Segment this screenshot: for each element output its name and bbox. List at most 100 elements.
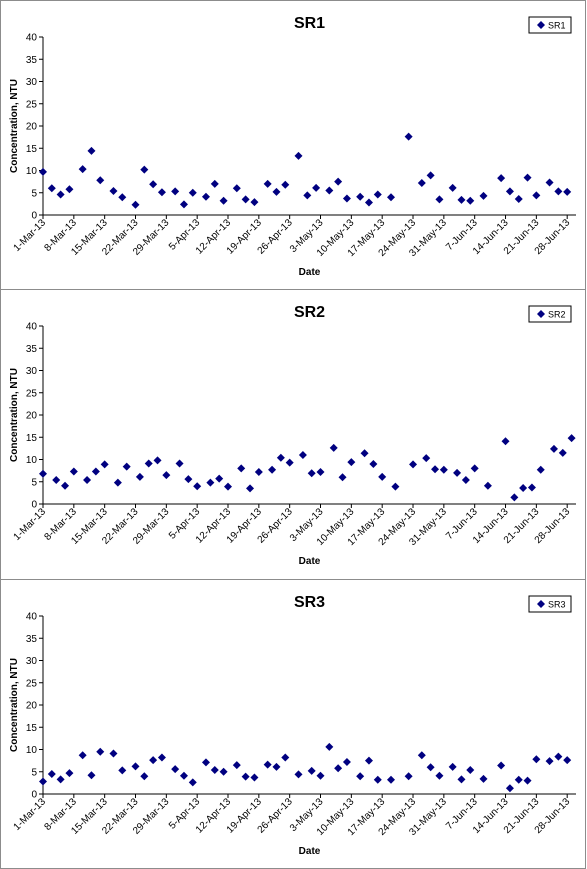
data-point (334, 764, 343, 773)
data-point (140, 165, 149, 174)
data-point (404, 772, 413, 781)
data-point (347, 458, 356, 467)
y-tick-label: 25 (26, 99, 38, 110)
data-point (356, 772, 365, 781)
data-point (356, 192, 365, 201)
data-point (373, 190, 382, 199)
data-point (201, 758, 210, 767)
y-tick-label: 30 (26, 77, 38, 88)
data-point (157, 188, 166, 197)
data-point (193, 482, 202, 491)
data-point (527, 483, 536, 492)
data-point (131, 762, 140, 771)
data-point (215, 474, 224, 483)
data-point (312, 183, 321, 192)
data-point (545, 178, 554, 187)
data-point (426, 171, 435, 180)
data-point (118, 193, 127, 202)
legend-marker (537, 21, 545, 29)
data-point (448, 183, 457, 192)
data-point (342, 194, 351, 203)
data-point (435, 771, 444, 780)
legend-label: SR1 (548, 21, 566, 31)
data-point (364, 198, 373, 207)
data-point (514, 194, 523, 203)
y-tick-label: 20 (26, 411, 38, 422)
y-tick-label: 40 (26, 612, 38, 623)
data-point (171, 765, 180, 774)
y-tick-label: 20 (26, 122, 38, 133)
data-point (210, 179, 219, 188)
data-point (179, 200, 188, 209)
chart-title: SR1 (294, 15, 325, 32)
data-point (479, 191, 488, 200)
data-point (466, 765, 475, 774)
y-tick-label: 35 (26, 55, 38, 66)
y-tick-label: 25 (26, 678, 38, 689)
data-point (118, 766, 127, 775)
data-point (453, 468, 462, 477)
data-point (96, 176, 105, 185)
chart-panel-sr1: SR1 0 5 10 15 20 25 30 35 40 1-Mar-13 8-Mar-13 15-Ma… (0, 0, 586, 290)
y-tick-label: 20 (26, 701, 38, 712)
y-tick-label: 5 (31, 477, 37, 488)
data-point (329, 443, 338, 452)
data-point (558, 448, 567, 457)
y-tick-label: 15 (26, 433, 38, 444)
y-tick-label: 5 (31, 767, 37, 778)
data-point (144, 459, 153, 468)
data-point (250, 198, 259, 207)
y-tick-label: 15 (26, 144, 38, 155)
data-point (536, 465, 545, 474)
data-point (448, 762, 457, 771)
data-point (78, 751, 87, 760)
data-point (135, 472, 144, 481)
data-point (188, 188, 197, 197)
data-point (364, 756, 373, 765)
data-point (241, 772, 250, 781)
data-point (268, 465, 277, 474)
data-point (87, 146, 96, 155)
y-tick-label: 0 (31, 790, 37, 801)
data-point (241, 195, 250, 204)
x-tick-label: 1-Mar-13 (12, 506, 49, 543)
data-point (100, 460, 109, 469)
y-tick-label: 15 (26, 723, 38, 734)
data-point (431, 465, 440, 474)
data-point (386, 193, 395, 202)
data-point (109, 749, 118, 758)
data-point (250, 773, 259, 782)
data-point (334, 177, 343, 186)
data-point (47, 184, 56, 193)
data-point (422, 454, 431, 463)
data-point (65, 185, 74, 194)
data-point (83, 475, 92, 484)
data-point (338, 473, 347, 482)
data-point (254, 467, 263, 476)
data-point (307, 469, 316, 478)
data-point (149, 756, 158, 765)
data-point (303, 191, 312, 200)
data-point (246, 484, 255, 493)
legend-marker (537, 310, 545, 318)
data-point (325, 742, 334, 751)
data-point (224, 482, 233, 491)
y-tick-label: 10 (26, 166, 38, 177)
data-point (162, 471, 171, 480)
y-axis-label: Concentration, NTU (9, 368, 20, 462)
chart-svg: SR205101520253035401-Mar-138-Mar-1315-Ma… (9, 304, 576, 567)
data-point (184, 475, 193, 484)
y-tick-label: 25 (26, 388, 38, 399)
data-point (523, 173, 532, 182)
data-point (179, 771, 188, 780)
data-point (69, 467, 78, 476)
data-point (294, 770, 303, 779)
y-axis-label: Concentration, NTU (9, 658, 20, 752)
data-point (188, 778, 197, 787)
data-point (232, 184, 241, 193)
data-point (554, 752, 563, 761)
data-point (56, 190, 65, 199)
chart-svg: SR305101520253035401-Mar-138-Mar-1315-Ma… (9, 594, 576, 857)
y-tick-label: 40 (26, 322, 38, 333)
data-point (378, 472, 387, 481)
